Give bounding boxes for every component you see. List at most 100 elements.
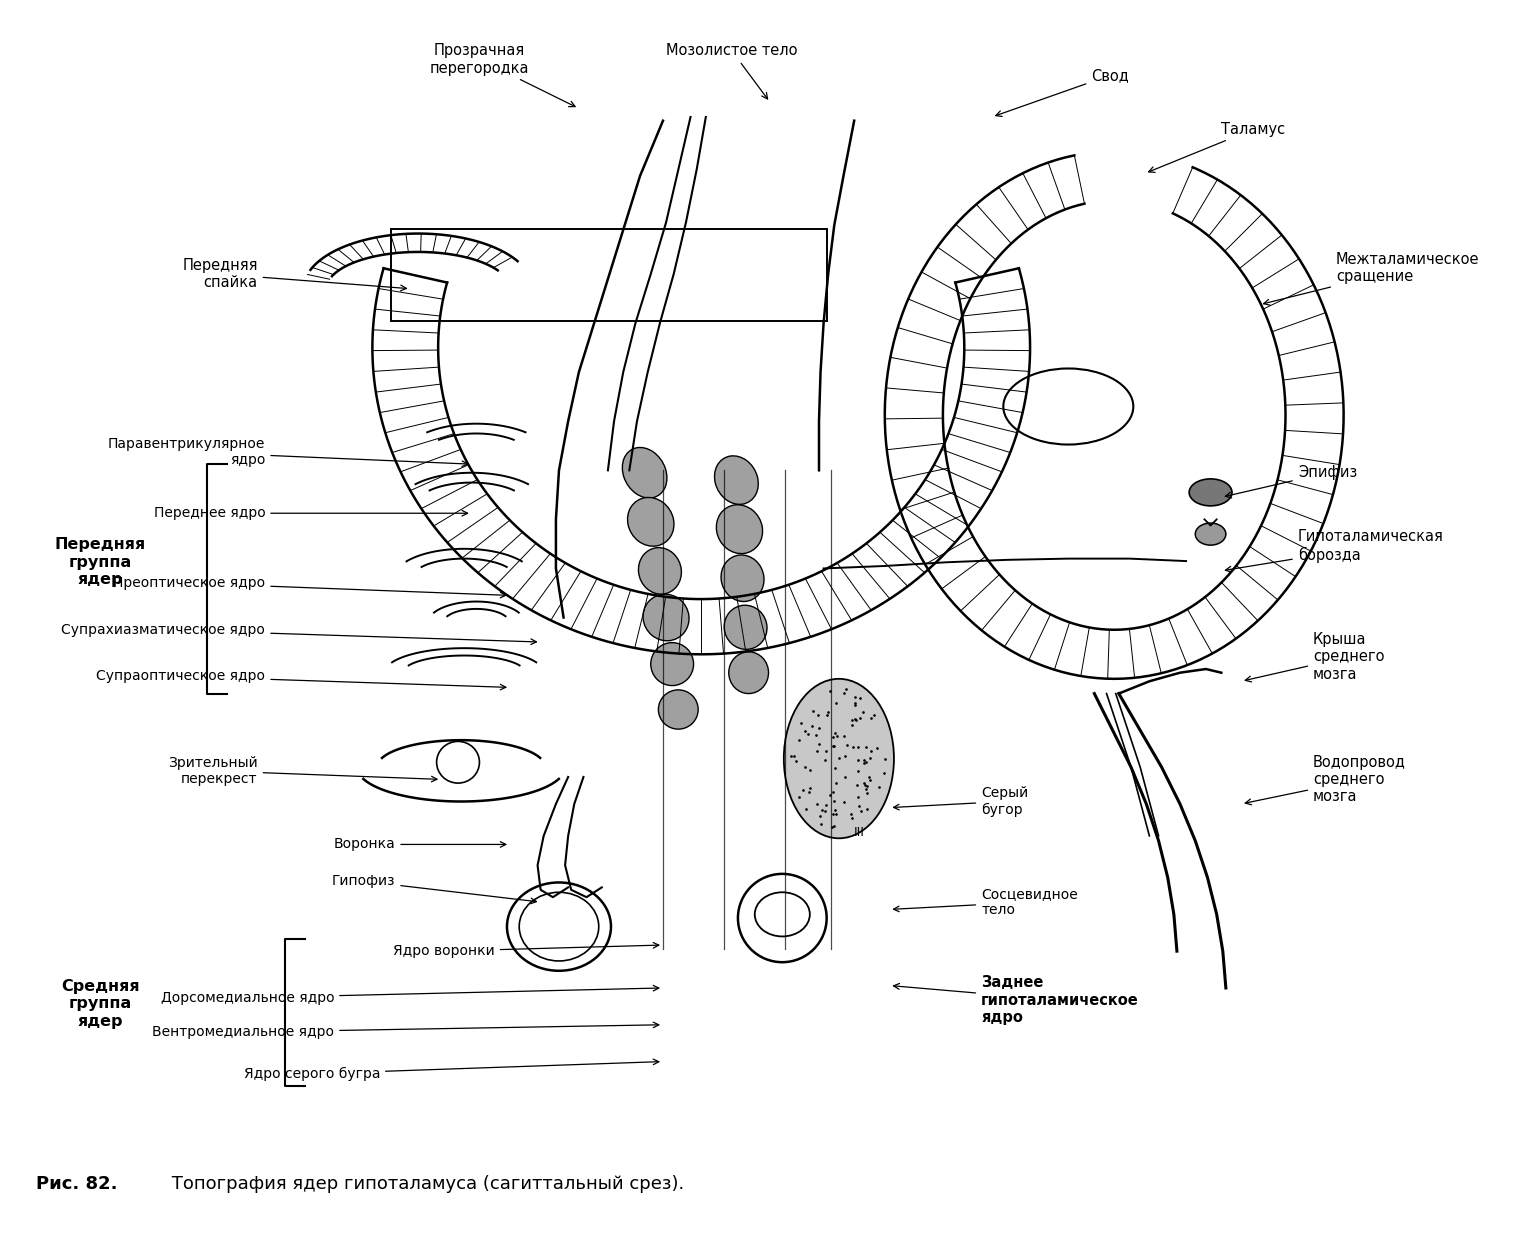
Point <box>793 757 817 777</box>
Point <box>823 693 848 713</box>
Point <box>859 741 883 761</box>
Point <box>805 741 830 761</box>
Point <box>794 799 819 819</box>
Text: Прозрачная
перегородка: Прозрачная перегородка <box>429 43 576 106</box>
Ellipse shape <box>725 605 766 650</box>
Ellipse shape <box>722 555 763 601</box>
Point <box>820 736 845 756</box>
Point <box>848 688 873 708</box>
Ellipse shape <box>643 594 689 641</box>
Point <box>822 816 846 836</box>
Point <box>846 797 871 816</box>
Text: Серый
бугор: Серый бугор <box>894 787 1028 816</box>
Text: Передняя
группа
ядер: Передняя группа ядер <box>54 537 146 587</box>
Ellipse shape <box>783 679 894 839</box>
Text: Переднее ядро: Переднее ядро <box>154 506 468 520</box>
Point <box>862 705 886 725</box>
Text: Сосцевидное
тело: Сосцевидное тело <box>894 887 1077 918</box>
Point <box>846 737 871 757</box>
Point <box>840 710 865 730</box>
Text: Свод: Свод <box>996 68 1130 116</box>
Point <box>822 792 846 811</box>
Point <box>816 705 840 725</box>
Point <box>834 735 859 755</box>
Point <box>820 783 845 803</box>
Text: Зрительный
перекрест: Зрительный перекрест <box>168 756 437 785</box>
Point <box>813 750 837 769</box>
Text: Гипофиз: Гипофиз <box>332 874 537 904</box>
Text: Топография ядер гипоталамуса (сагиттальный срез).: Топография ядер гипоталамуса (сагиттальн… <box>166 1176 685 1193</box>
Point <box>820 818 845 837</box>
Ellipse shape <box>639 547 682 594</box>
Point <box>833 678 857 698</box>
Point <box>791 779 816 799</box>
Point <box>846 751 871 771</box>
Point <box>820 727 845 747</box>
Point <box>820 804 845 824</box>
Point <box>800 701 825 721</box>
Point <box>853 774 877 794</box>
Text: Крыша
среднего
мозга: Крыша среднего мозга <box>1245 632 1385 682</box>
Point <box>842 695 866 715</box>
Ellipse shape <box>714 456 759 504</box>
Point <box>853 773 877 793</box>
Text: Паравентрикулярное
ядро: Паравентрикулярное ядро <box>108 437 468 467</box>
Point <box>823 804 848 824</box>
Point <box>810 800 834 820</box>
Point <box>846 761 871 781</box>
Text: Эпифиз: Эпифиз <box>1225 466 1357 498</box>
Point <box>854 783 879 803</box>
Point <box>833 746 857 766</box>
Text: Рис. 82.: Рис. 82. <box>35 1176 117 1193</box>
Text: Водопровод
среднего
мозга: Водопровод среднего мозга <box>1245 755 1407 805</box>
Text: Супрахиазматическое ядро: Супрахиазматическое ядро <box>62 622 537 645</box>
Point <box>793 721 817 741</box>
Point <box>853 753 877 773</box>
Point <box>839 715 863 735</box>
Point <box>813 802 837 821</box>
Point <box>854 776 879 795</box>
Point <box>859 771 883 790</box>
Text: Ядро воронки: Ядро воронки <box>392 942 659 958</box>
Text: Мозолистое тело: Мозолистое тело <box>666 43 797 99</box>
Point <box>851 703 876 722</box>
Point <box>825 726 850 746</box>
Point <box>839 808 863 827</box>
Point <box>856 767 880 787</box>
Point <box>843 709 868 729</box>
Text: Гипоталамическая
борозда: Гипоталамическая борозда <box>1225 530 1444 572</box>
Point <box>790 714 814 734</box>
Ellipse shape <box>1196 524 1227 545</box>
Point <box>848 708 873 727</box>
Point <box>843 687 868 706</box>
Point <box>806 705 831 725</box>
Point <box>871 763 896 783</box>
Point <box>873 750 897 769</box>
Point <box>853 751 877 771</box>
Point <box>786 787 811 806</box>
Ellipse shape <box>628 498 674 546</box>
Point <box>806 718 831 737</box>
Point <box>779 746 803 766</box>
Ellipse shape <box>1190 479 1233 506</box>
Point <box>823 724 848 743</box>
Point <box>854 779 879 799</box>
Ellipse shape <box>659 690 699 729</box>
Point <box>800 716 825 736</box>
Ellipse shape <box>716 505 763 553</box>
Text: Средняя
группа
ядер: Средняя группа ядер <box>62 979 140 1029</box>
Text: Передняя
спайка: Передняя спайка <box>182 258 406 291</box>
Point <box>808 806 833 826</box>
Point <box>859 709 883 729</box>
Point <box>843 710 868 730</box>
Text: Межталамическое
сращение: Межталамическое сращение <box>1264 252 1479 305</box>
Point <box>848 802 873 821</box>
Point <box>796 724 820 743</box>
Ellipse shape <box>729 652 768 694</box>
Point <box>803 725 828 745</box>
Point <box>839 804 863 824</box>
Point <box>822 800 846 820</box>
Point <box>823 773 848 793</box>
Point <box>808 815 833 835</box>
Point <box>833 683 857 703</box>
